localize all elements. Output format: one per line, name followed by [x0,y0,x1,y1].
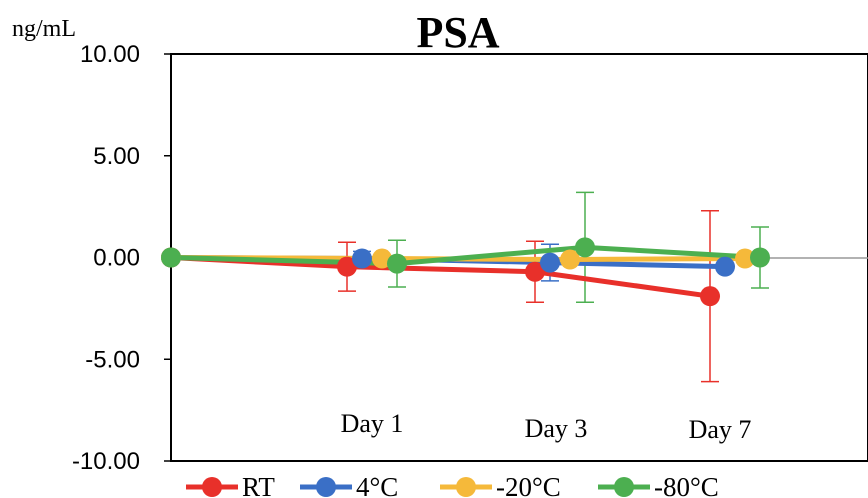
chart-title: PSA [416,8,499,57]
y-tick-label: -5.00 [85,346,140,373]
y-tick-label: -10.00 [72,448,140,475]
legend-marker [316,477,336,497]
data-point [700,286,720,307]
y-tick-label: 0.00 [93,245,140,272]
x-category-label: Day 1 [341,409,404,438]
legend-marker [202,477,222,497]
legend-marker [456,477,476,497]
data-point [337,256,357,277]
data-point [372,248,392,269]
data-point [161,247,181,268]
legend-label: RT [242,472,275,498]
y-tick-label: 10.00 [80,41,140,68]
x-category-label: Day 7 [689,415,752,444]
data-point [525,261,545,282]
y-unit-label: ng/mL [12,16,76,42]
data-point [352,248,372,269]
legend-label: -80°C [654,472,719,498]
legend-marker [614,477,634,497]
x-category-label: Day 3 [525,414,588,443]
data-point [387,253,407,274]
data-point [575,237,595,258]
series-line [170,244,761,267]
data-point [560,249,580,270]
legend-label: 4°C [356,472,398,498]
legend-label: -20°C [496,472,561,498]
data-point [715,256,735,277]
data-point [750,247,770,268]
y-tick-label: 5.00 [93,143,140,170]
data-point [540,252,560,273]
data-point [735,248,755,269]
